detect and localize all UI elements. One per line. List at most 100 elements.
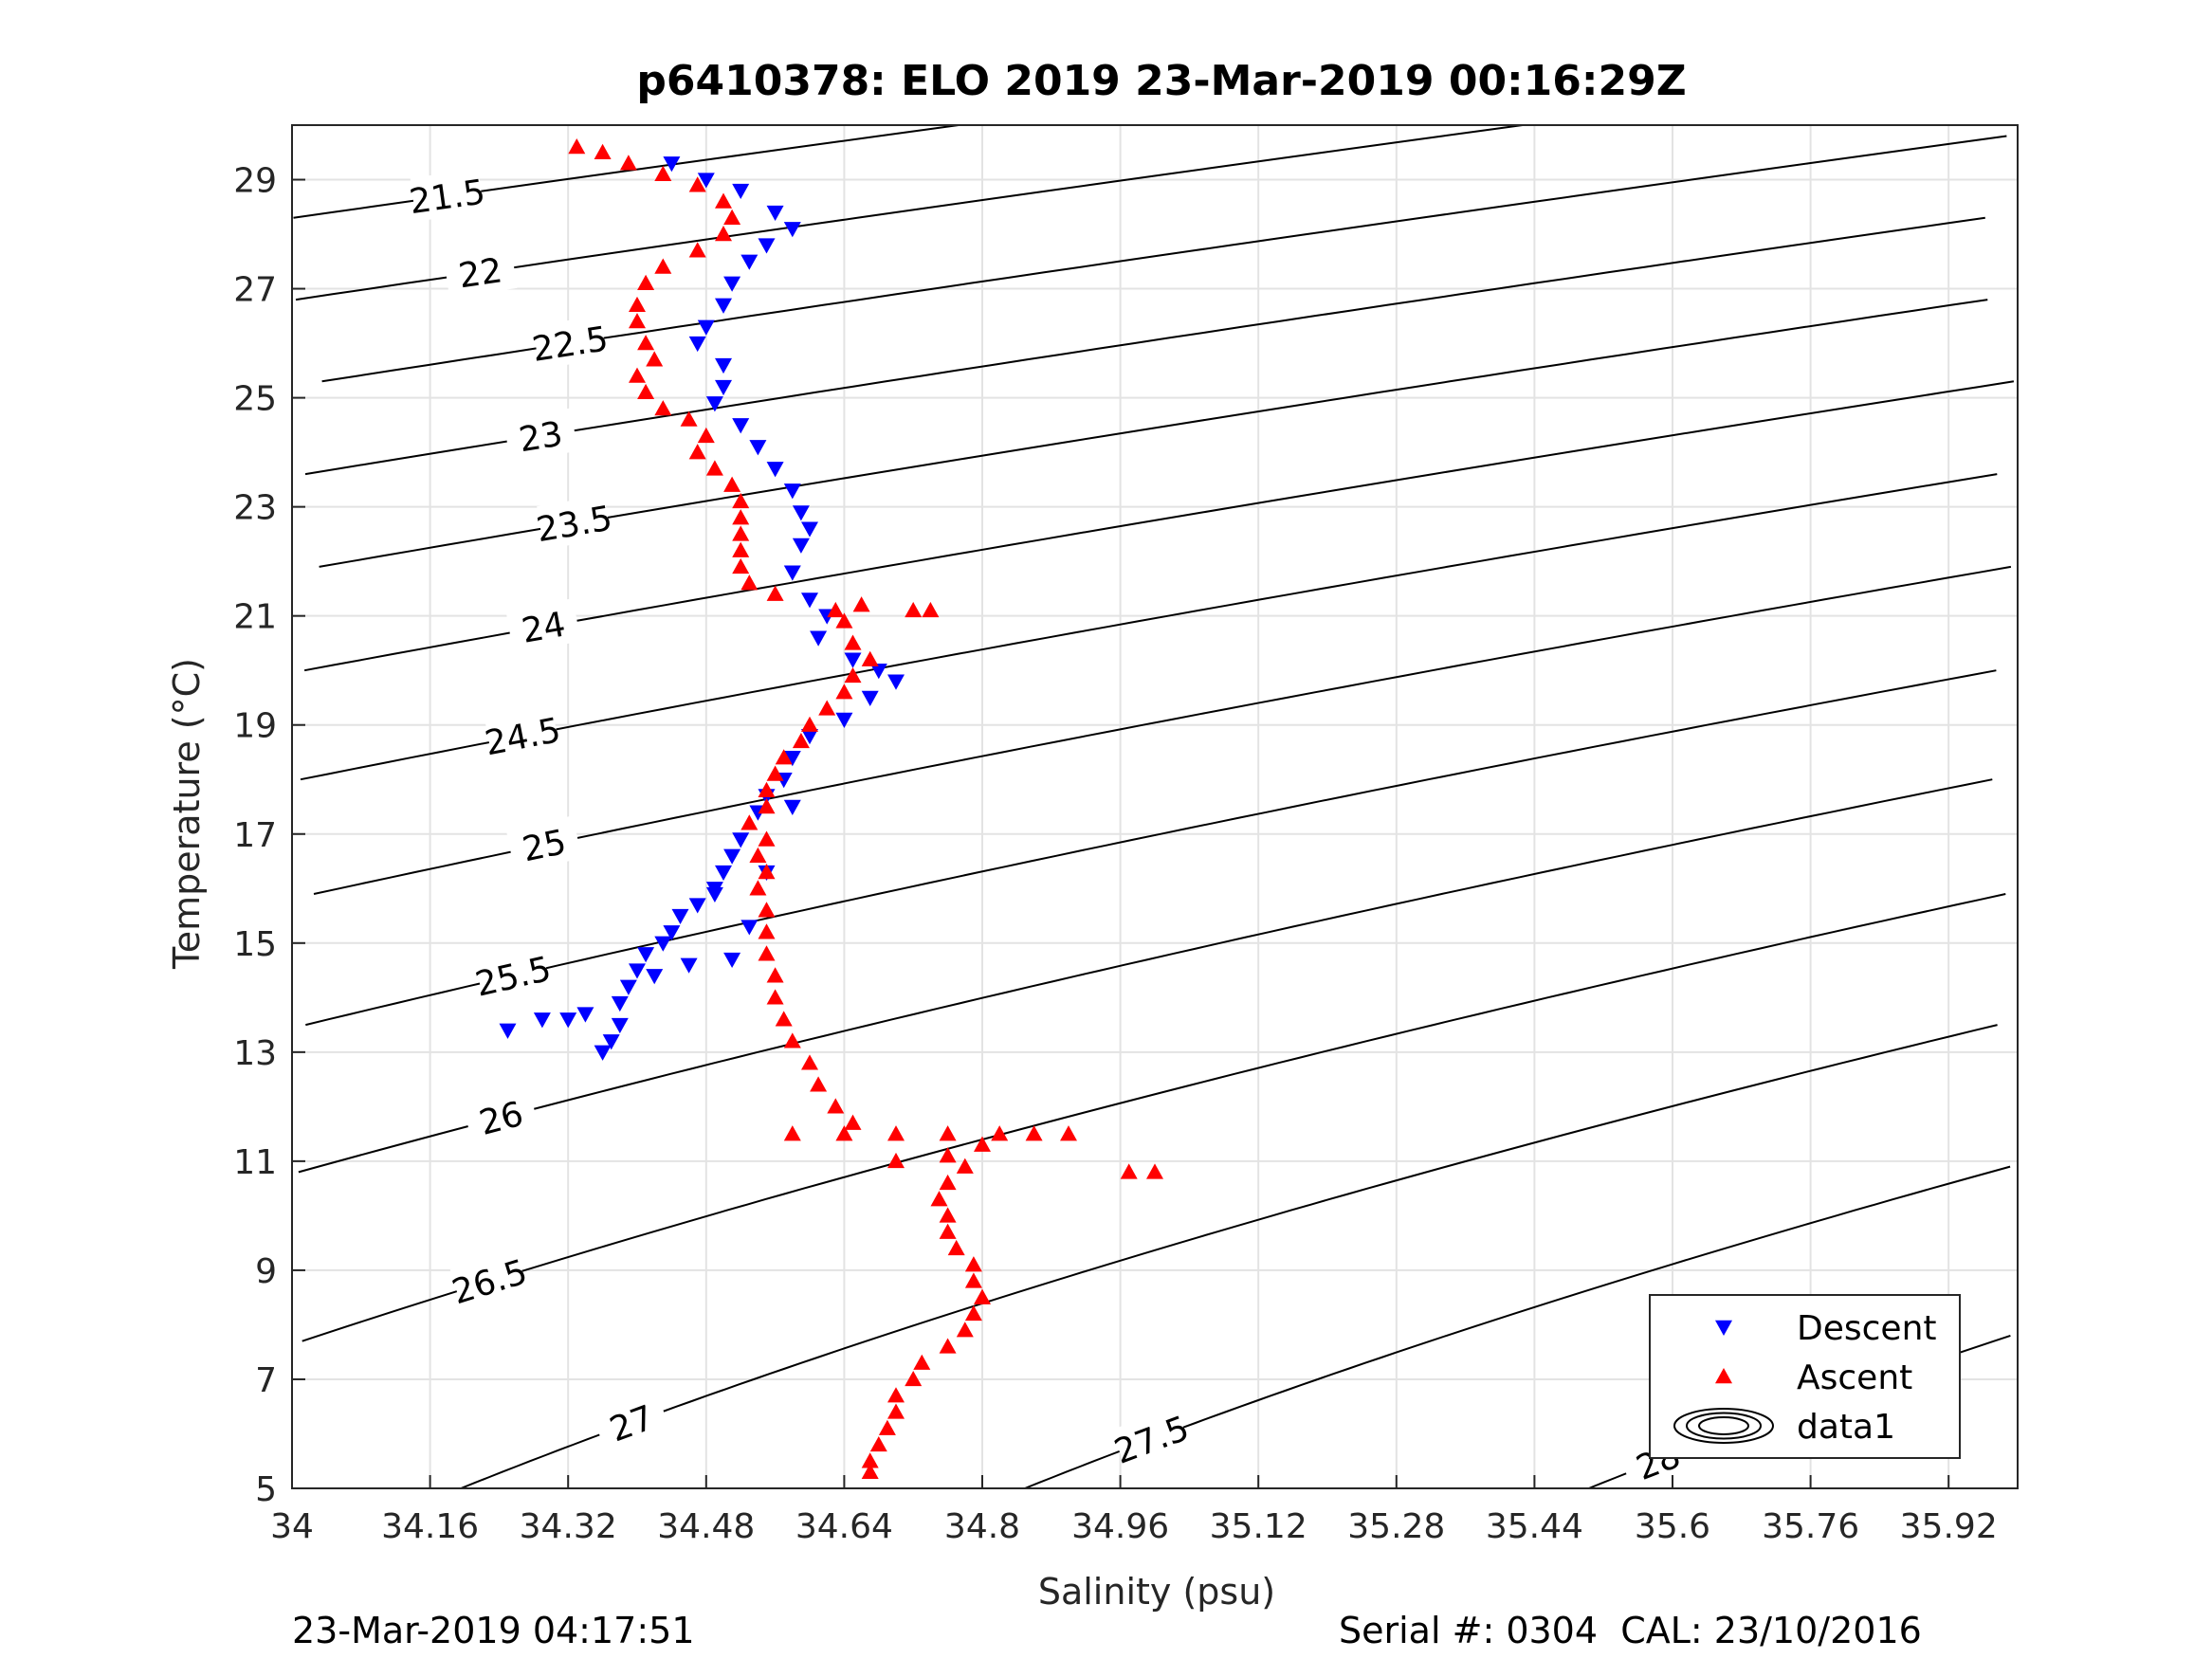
descent-point <box>783 751 801 767</box>
y-tick-label: 27 <box>233 271 277 310</box>
ascent-point <box>732 541 750 557</box>
contour-line <box>300 473 1998 781</box>
x-tick-label: 35.6 <box>1635 1507 1710 1546</box>
ascent-point <box>905 1370 923 1387</box>
ascent-point <box>688 242 706 258</box>
ascent-point <box>758 945 776 961</box>
contour-label: 25.5 <box>472 950 555 1005</box>
contour-label-bg <box>532 315 608 370</box>
footer-serial: Serial #: 0304 CAL: 23/10/2016 <box>1339 1610 1922 1651</box>
legend-label: Descent <box>1797 1309 1937 1348</box>
ascent-point <box>646 351 664 367</box>
x-axis-ticks: 34 34.16 34.32 34.48 34.64 34.8 34.96 35.12 35.2… <box>270 1475 1998 1546</box>
ascent-point <box>629 367 646 383</box>
ascent-point <box>766 989 784 1005</box>
ascent-point <box>758 902 776 918</box>
ascent-point <box>749 847 767 863</box>
descent-point <box>861 690 879 706</box>
x-tick-label: 34.8 <box>944 1507 1020 1546</box>
descent-point <box>499 1023 517 1039</box>
contour-label: 23 <box>517 414 566 460</box>
contour-label-bg <box>449 1249 529 1312</box>
y-tick-label: 15 <box>233 925 277 964</box>
contour-label-bg <box>591 1390 671 1454</box>
x-tick-label: 34.64 <box>795 1507 893 1546</box>
ascent-point <box>775 1011 793 1027</box>
legend-descent-marker <box>1715 1320 1732 1336</box>
descent-point <box>792 538 810 554</box>
ascent-point <box>688 176 706 192</box>
descent-point <box>887 674 905 690</box>
x-tick-label: 35.12 <box>1210 1507 1307 1546</box>
contour-label-bg <box>505 815 582 873</box>
ascent-point <box>629 313 646 329</box>
descent-point <box>740 254 759 270</box>
contour-line <box>302 893 2006 1342</box>
ascent-point <box>827 1098 845 1114</box>
ascent-point <box>732 525 750 541</box>
descent-point <box>783 483 801 500</box>
descent-point <box>663 156 681 173</box>
descent-point <box>766 462 784 478</box>
descent-point <box>801 521 818 538</box>
descent-point <box>801 729 818 745</box>
descent-point <box>602 1034 620 1050</box>
ascent-point <box>749 880 767 896</box>
ascent-point <box>939 1174 957 1191</box>
ascent-point <box>732 557 750 574</box>
ascent-point <box>939 1223 957 1239</box>
ascent-point <box>715 192 732 209</box>
descent-point <box>697 173 715 189</box>
ascent-point <box>732 492 750 509</box>
ascent-point <box>688 444 706 460</box>
y-tick-label: 5 <box>255 1470 277 1509</box>
ascent-point <box>637 335 655 351</box>
y-tick-label: 19 <box>233 707 277 746</box>
ascent-point <box>740 574 759 591</box>
legend-label: data1 <box>1797 1408 1895 1447</box>
ascent-point <box>913 1354 931 1370</box>
x-tick-label: 35.76 <box>1762 1507 1859 1546</box>
ascent-point <box>594 143 612 159</box>
ascent-point <box>939 1338 957 1354</box>
contour-label: 24 <box>519 605 568 650</box>
ascent-point <box>654 400 672 416</box>
descent-point <box>576 1007 594 1023</box>
ascent-point <box>1025 1125 1043 1141</box>
descent-point <box>810 630 828 647</box>
descent-point <box>732 183 750 200</box>
ascent-point <box>827 601 845 618</box>
ascent-point <box>758 798 776 814</box>
legend-contour-icon <box>1673 1408 1774 1444</box>
descent-point <box>732 832 750 848</box>
ascent-point <box>956 1322 974 1338</box>
descent-point <box>637 947 655 963</box>
ascent-point <box>740 814 759 830</box>
ascent-point <box>1146 1163 1163 1179</box>
ascent-point <box>1120 1163 1138 1179</box>
x-tick-label: 34.32 <box>520 1507 617 1546</box>
ascent-point <box>715 226 732 242</box>
ascent-point <box>758 864 776 880</box>
descent-point <box>844 652 862 668</box>
ascent-point <box>723 209 741 225</box>
descent-point <box>629 963 646 979</box>
descent-point <box>715 379 732 396</box>
ascent-point <box>887 1387 905 1403</box>
descent-point <box>705 886 723 903</box>
ascent-point <box>861 1452 879 1468</box>
ascent-point <box>939 1147 957 1163</box>
x-tick-label: 34 <box>270 1507 314 1546</box>
ascent-point <box>792 732 810 749</box>
footer-timestamp: 23-Mar-2019 04:17:51 <box>292 1610 695 1651</box>
ascent-point <box>629 296 646 313</box>
ascent-point <box>732 509 750 525</box>
legend-contour-icon <box>1698 1416 1749 1435</box>
descent-point <box>869 664 887 680</box>
descent-point <box>783 565 801 581</box>
contour-label-bg <box>503 408 578 463</box>
legend-box <box>1649 1294 1961 1459</box>
legend-contour-icon <box>1686 1412 1762 1440</box>
descent-point <box>783 222 801 238</box>
